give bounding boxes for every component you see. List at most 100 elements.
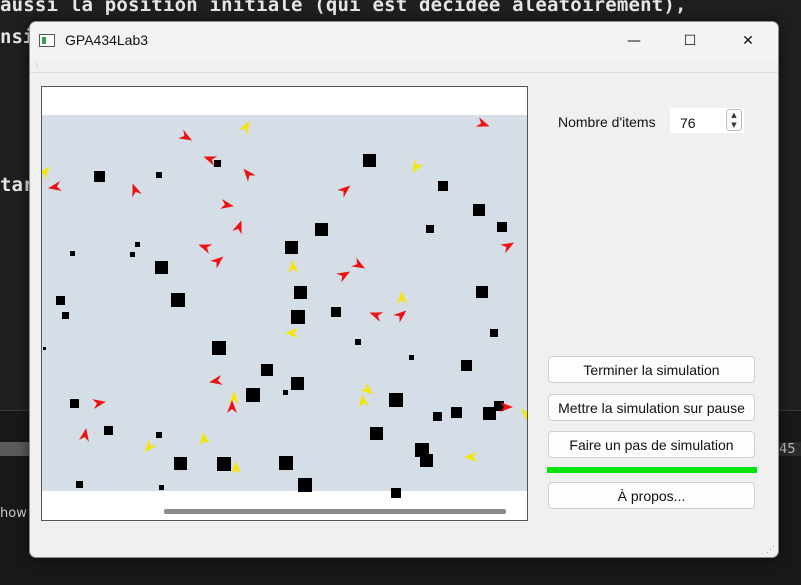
red-agent-arrow	[475, 117, 490, 127]
obstacle-square	[156, 432, 162, 438]
red-agent-arrow	[227, 400, 237, 413]
red-agent-arrow	[198, 244, 213, 254]
red-agent-arrow	[210, 256, 224, 269]
spin-down-icon[interactable]: ▼	[731, 121, 737, 129]
obstacle-square	[212, 341, 226, 355]
obstacle-square	[415, 443, 429, 457]
red-agent-arrow	[220, 199, 234, 209]
spin-up-icon[interactable]: ▲	[731, 111, 737, 119]
obstacle-square	[473, 204, 485, 216]
obstacle-square	[130, 252, 135, 257]
obstacle-square	[174, 457, 187, 470]
red-agent-arrow	[337, 185, 351, 198]
obstacle-square	[291, 310, 305, 324]
horizontal-scrollbar[interactable]	[164, 509, 506, 514]
close-button[interactable]: ✕	[742, 33, 754, 49]
spin-buttons[interactable]: ▲ ▼	[726, 109, 742, 131]
obstacle-square	[159, 485, 164, 490]
red-agent-arrow	[351, 257, 366, 269]
red-agent-arrow	[369, 312, 384, 322]
app-window: GPA434Lab3 — ☐ ✕ ⋮ Nombre d'items 76 ▲ ▼…	[29, 21, 779, 558]
red-agent-arrow	[203, 156, 218, 166]
menu-bar[interactable]: ⋮	[30, 60, 778, 73]
pause-simulation-button[interactable]: Mettre la simulation sur pause	[548, 394, 755, 421]
obstacle-square	[420, 454, 433, 467]
obstacle-square	[451, 407, 462, 418]
red-agent-arrow	[92, 399, 106, 409]
background-number: 45	[779, 442, 796, 457]
maximize-button[interactable]: ☐	[683, 33, 697, 49]
obstacle-square	[355, 339, 361, 345]
obstacle-square	[433, 412, 442, 421]
progress-fill	[547, 467, 757, 473]
obstacle-square	[291, 377, 304, 390]
red-agent-arrow	[209, 375, 223, 385]
red-agent-arrow	[500, 402, 513, 412]
obstacle-square	[370, 427, 383, 440]
obstacle-square	[217, 457, 231, 471]
simulation-progress-bar	[547, 467, 757, 473]
step-simulation-button[interactable]: Faire un pas de simulation	[548, 431, 755, 458]
obstacle-square	[70, 399, 79, 408]
about-button[interactable]: À propos...	[548, 482, 755, 509]
red-agent-arrow	[48, 181, 62, 191]
obstacle-square	[43, 347, 46, 350]
obstacle-square	[261, 364, 273, 376]
obstacle-square	[438, 181, 448, 191]
yellow-agent-arrow	[360, 382, 374, 395]
obstacle-square	[76, 481, 83, 488]
yellow-agent-arrow	[231, 461, 241, 474]
obstacle-square	[214, 160, 221, 167]
yellow-agent-arrow	[288, 260, 298, 273]
red-agent-arrow	[132, 183, 142, 198]
minimize-button[interactable]: —	[627, 33, 641, 49]
red-agent-arrow	[336, 271, 351, 283]
obstacle-square	[476, 286, 488, 298]
window-title: GPA434Lab3	[65, 32, 149, 48]
obstacle-square	[409, 355, 414, 360]
red-agent-arrow	[243, 168, 256, 182]
obstacle-square	[294, 286, 307, 299]
obstacle-square	[490, 329, 498, 337]
obstacle-square	[315, 223, 328, 236]
simulation-scene	[42, 115, 527, 498]
obstacle-square	[331, 307, 341, 317]
yellow-agent-arrow	[412, 159, 424, 174]
items-count-value[interactable]: 76	[680, 115, 696, 131]
obstacle-square	[70, 251, 75, 256]
background-scroll-thumb	[0, 442, 30, 456]
obstacle-square	[62, 312, 69, 319]
obstacle-square	[426, 225, 434, 233]
yellow-agent-arrow	[200, 432, 210, 446]
red-agent-arrow	[393, 310, 407, 323]
obstacle-square	[285, 241, 298, 254]
red-agent-arrow	[79, 428, 89, 442]
obstacle-square	[497, 222, 507, 232]
obstacle-square	[461, 360, 472, 371]
red-agent-arrow	[500, 242, 515, 254]
menu-handle-icon: ⋮	[34, 62, 40, 69]
simulation-view[interactable]	[41, 86, 528, 521]
yellow-agent-arrow	[359, 394, 369, 408]
yellow-agent-arrow	[464, 452, 477, 462]
stop-simulation-button[interactable]: Terminer la simulation	[548, 356, 755, 383]
obstacle-square	[94, 171, 105, 182]
title-bar[interactable]: GPA434Lab3 — ☐ ✕	[30, 22, 778, 60]
yellow-agent-arrow	[521, 408, 527, 421]
obstacle-square	[171, 293, 185, 307]
resize-grip-icon[interactable]: ⋰	[766, 545, 775, 555]
obstacle-square	[155, 261, 168, 274]
red-agent-arrow	[232, 220, 242, 235]
background-editor-fragment: nsi	[0, 26, 35, 48]
obstacle-square	[363, 154, 376, 167]
scene-background	[42, 115, 527, 491]
yellow-agent-arrow	[285, 328, 298, 338]
background-editor-line: aussi la position initiale (qui est déci…	[0, 0, 687, 16]
obstacle-square	[279, 456, 293, 470]
items-count-spinbox[interactable]: 76 ▲ ▼	[670, 108, 744, 133]
yellow-agent-arrow	[238, 120, 250, 135]
background-word: how	[0, 506, 27, 521]
yellow-agent-arrow	[397, 291, 407, 304]
yellow-agent-arrow	[229, 391, 239, 404]
red-agent-arrow	[178, 129, 193, 141]
